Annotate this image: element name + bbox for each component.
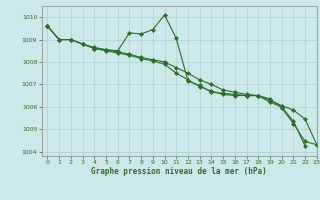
X-axis label: Graphe pression niveau de la mer (hPa): Graphe pression niveau de la mer (hPa)	[91, 167, 267, 176]
